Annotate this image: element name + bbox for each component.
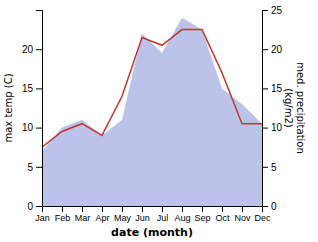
- chart-container: JanFebMarAprMayJunJulAugSepOctNovDec0510…: [0, 0, 318, 242]
- tick-label: Apr: [95, 213, 109, 223]
- plot: JanFebMarAprMayJunJulAugSepOctNovDec0510…: [22, 5, 283, 224]
- tick-label: Sep: [194, 213, 210, 223]
- tick: Jun: [135, 206, 150, 223]
- axis-line: [263, 11, 269, 207]
- y2-axis-title: med. precipitation(kg/m2): [283, 62, 306, 154]
- y2-axis-title-line: med. precipitation: [295, 62, 306, 154]
- x-axis-title: date (month): [111, 226, 193, 239]
- tick-label: Jun: [135, 213, 150, 223]
- tick: 20: [262, 44, 283, 55]
- tick-mark: [122, 206, 123, 212]
- tick-mark: [36, 206, 42, 207]
- axis-line: [43, 207, 263, 213]
- tick: Mar: [75, 206, 91, 223]
- tick-label: May: [114, 213, 132, 223]
- tick: 5: [262, 162, 277, 173]
- tick: 5: [27, 162, 42, 173]
- y-axis: 0 5 10 15 20: [22, 11, 43, 212]
- tick-mark: [162, 206, 163, 212]
- tick-label: 10: [22, 122, 34, 133]
- tick-label: 15: [271, 83, 283, 94]
- tick-mark: [262, 49, 268, 50]
- tick: Jul: [157, 206, 169, 223]
- tick: 10: [22, 122, 42, 133]
- tick-mark: [36, 128, 42, 129]
- tick-label: 5: [27, 162, 33, 173]
- tick: Aug: [174, 206, 190, 223]
- tick: May: [114, 206, 132, 223]
- tick-label: Feb: [55, 213, 71, 223]
- y2-axis-title-line: (kg/m2): [283, 88, 294, 128]
- y-axis-title: max temp (C): [3, 73, 14, 142]
- tick-mark: [262, 128, 268, 129]
- tick-mark: [262, 167, 268, 168]
- tick: Oct: [215, 206, 230, 223]
- tick-mark: [202, 206, 203, 212]
- chart: JanFebMarAprMayJunJulAugSepOctNovDec0510…: [0, 0, 318, 242]
- tick-label: Oct: [215, 213, 230, 223]
- tick: Nov: [234, 206, 251, 223]
- tick-mark: [182, 206, 183, 212]
- temperature-line: [42, 30, 262, 148]
- tick: Feb: [55, 206, 71, 223]
- marks: [42, 18, 262, 206]
- tick-mark: [222, 206, 223, 212]
- tick-mark: [262, 206, 268, 207]
- tick: 0: [27, 201, 42, 212]
- precipitation-area: [42, 18, 262, 206]
- y2-axis: 0 5 10 15 20 25: [262, 5, 283, 212]
- tick-label: 20: [271, 44, 283, 55]
- tick-mark: [36, 88, 42, 89]
- tick-mark: [102, 206, 103, 212]
- tick-label: Jul: [157, 213, 169, 223]
- tick-mark: [262, 88, 268, 89]
- x-axis: Jan Feb Mar Apr MayJun Jul Aug Sep Oct NovDec: [35, 206, 271, 223]
- tick-label: Nov: [234, 213, 251, 223]
- tick: 25: [262, 5, 283, 16]
- tick-label: Dec: [254, 213, 271, 223]
- tick-label: 10: [271, 122, 283, 133]
- tick: Apr: [95, 206, 109, 223]
- tick-mark: [262, 10, 268, 11]
- tick-label: Mar: [75, 213, 91, 223]
- tick-label: 0: [27, 201, 33, 212]
- tick-mark: [62, 206, 63, 212]
- tick: 10: [262, 122, 283, 133]
- tick-mark: [36, 49, 42, 50]
- tick-label: 0: [271, 201, 277, 212]
- tick-mark: [142, 206, 143, 212]
- tick-mark: [82, 206, 83, 212]
- tick-label: 25: [271, 5, 283, 16]
- tick-mark: [36, 167, 42, 168]
- tick-mark: [242, 206, 243, 212]
- tick-label: Jan: [35, 213, 50, 223]
- tick: 15: [22, 83, 42, 94]
- tick: Jan: [35, 206, 50, 223]
- tick-label: 5: [271, 162, 277, 173]
- tick: 20: [22, 44, 42, 55]
- tick: 0: [262, 201, 277, 212]
- axis-line: [36, 11, 43, 207]
- tick: Sep: [194, 206, 210, 223]
- tick-label: 20: [22, 44, 34, 55]
- tick-label: Aug: [174, 213, 190, 223]
- tick-label: 15: [22, 83, 34, 94]
- tick: Dec: [254, 206, 271, 223]
- tick: 15: [262, 83, 283, 94]
